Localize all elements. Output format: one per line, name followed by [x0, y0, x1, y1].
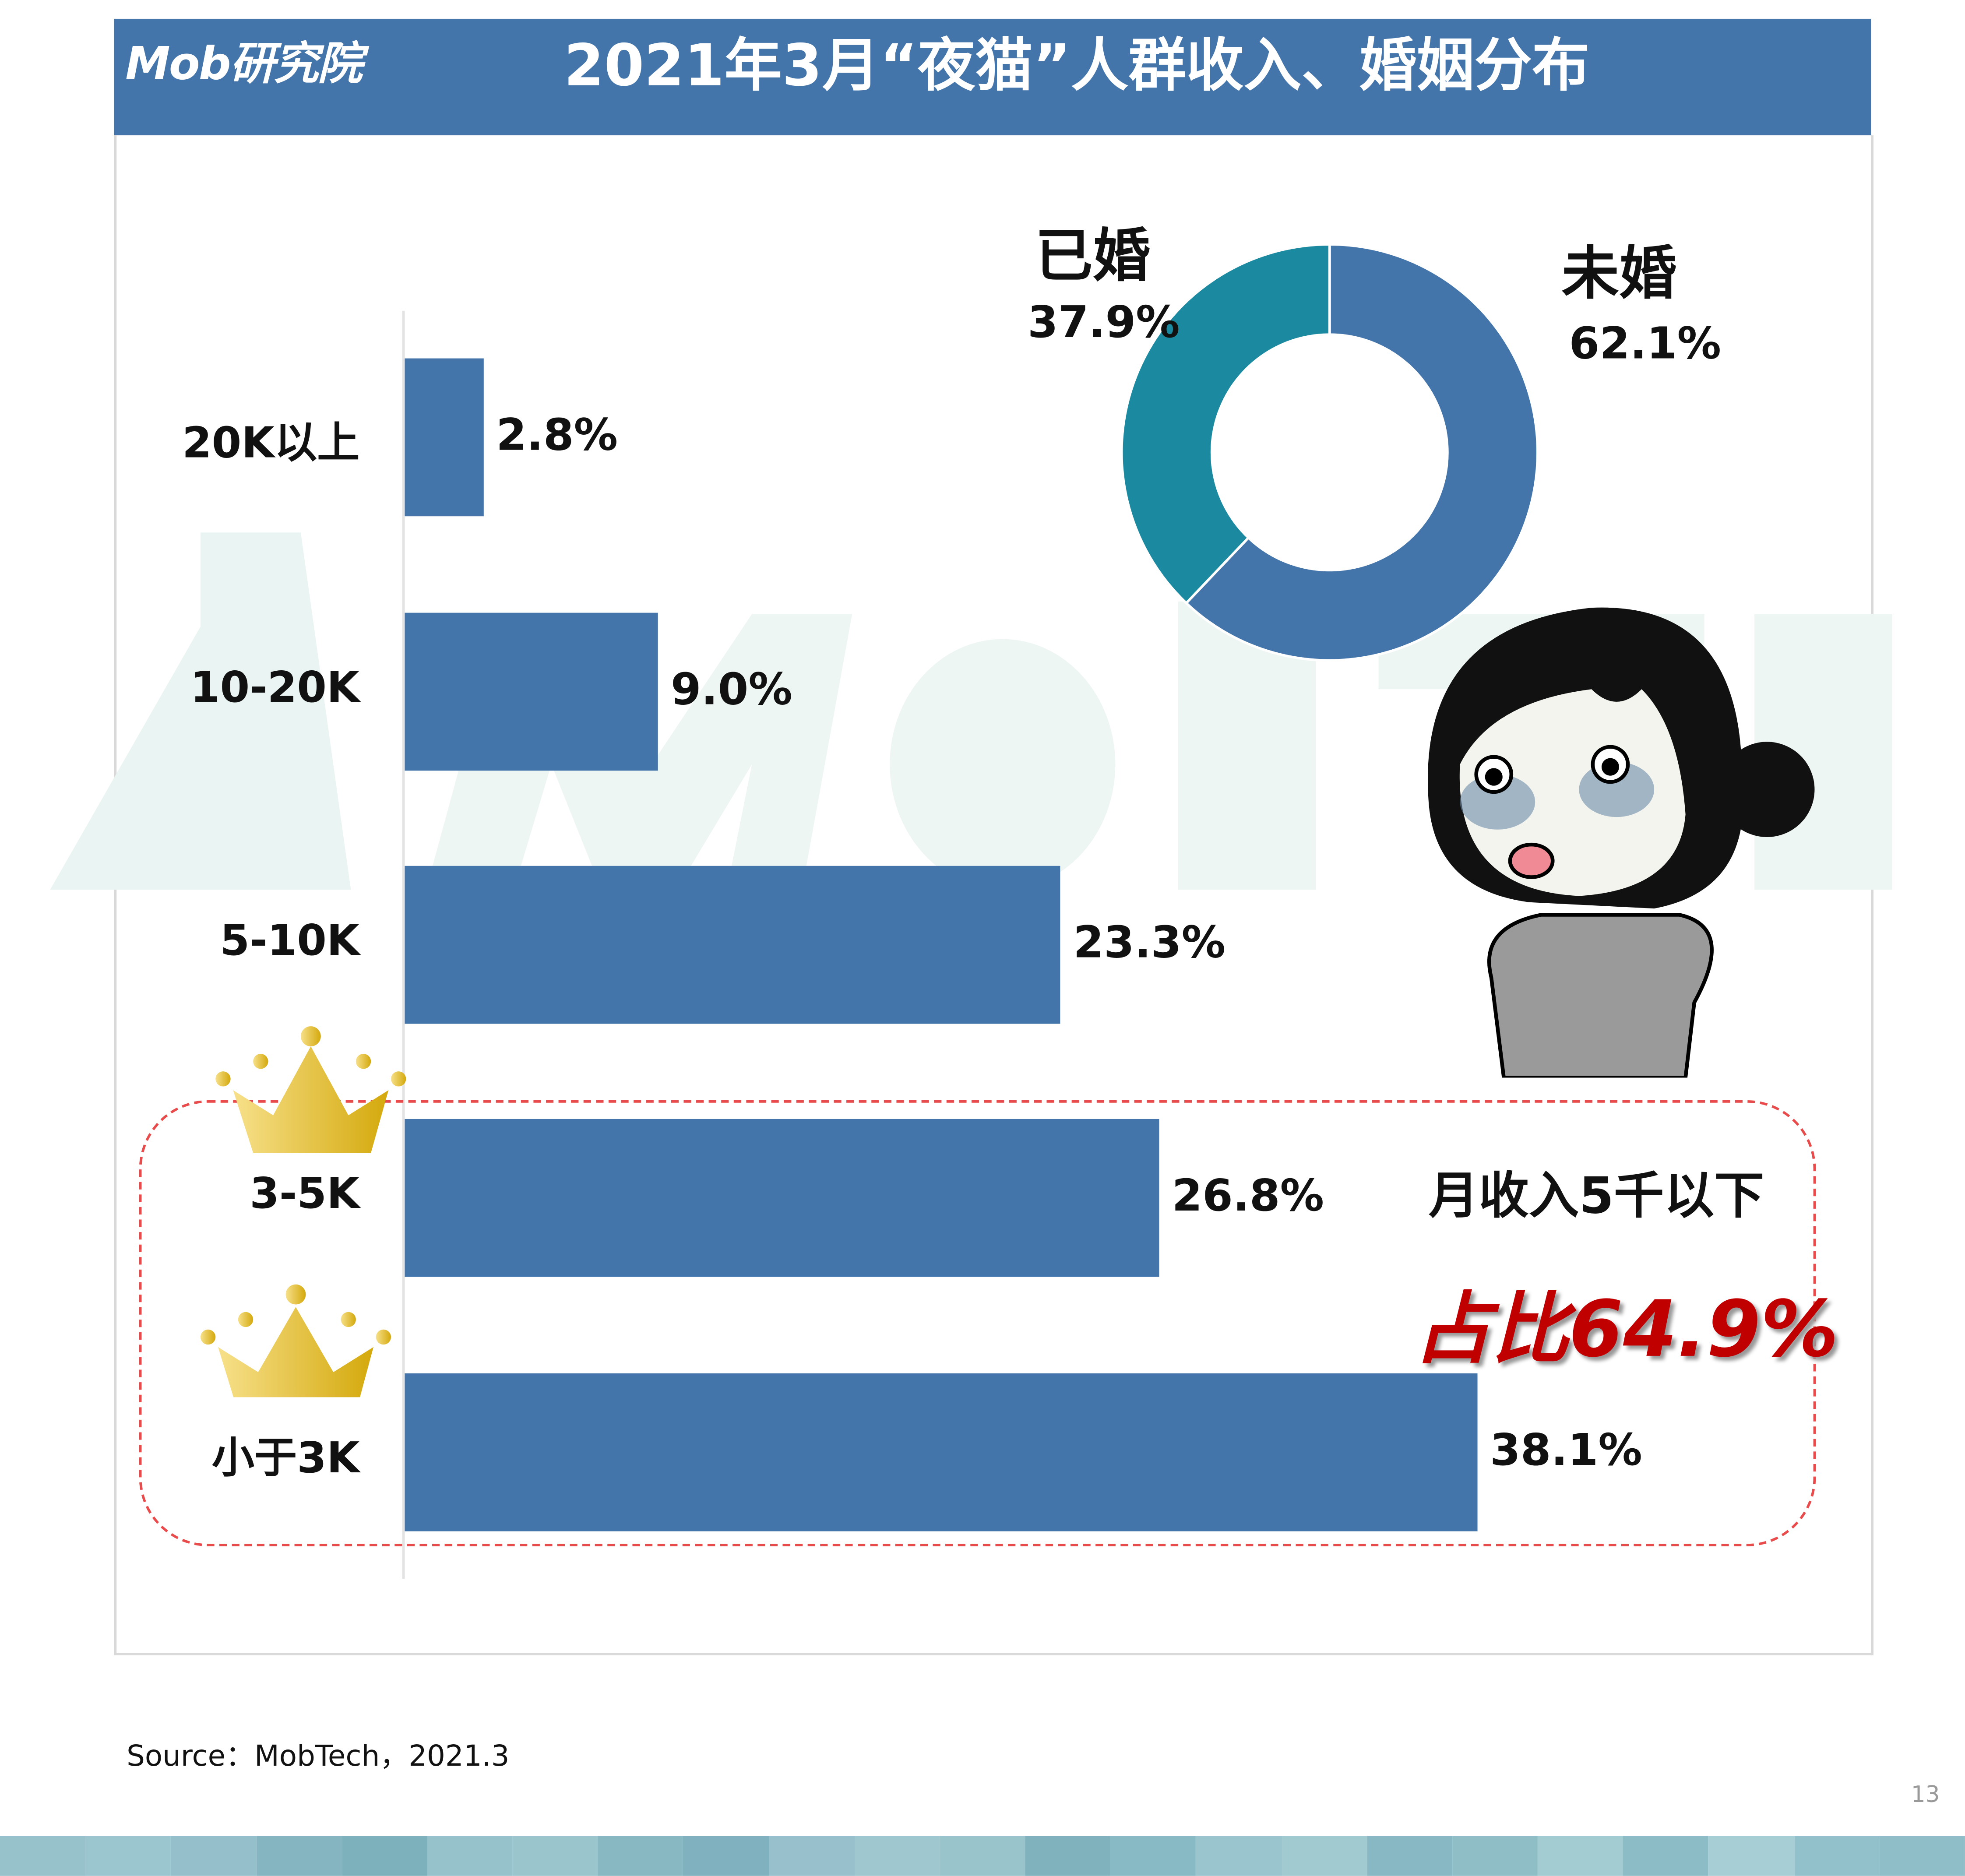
- data-label: 9.0%: [670, 665, 792, 716]
- stripe-segment: [1366, 1836, 1453, 1876]
- donut-slice-unmarried: [1184, 243, 1539, 662]
- stripe-segment: [427, 1836, 513, 1876]
- source-note: Source：MobTech，2021.3: [127, 1740, 510, 1774]
- donut-slice-married: [1120, 243, 1331, 605]
- stripe-segment: [1794, 1836, 1880, 1876]
- stripe-segment: [1452, 1836, 1538, 1876]
- data-label: 23.3%: [1073, 918, 1226, 969]
- stripe-segment: [342, 1836, 427, 1876]
- category-label: 20K以上: [182, 418, 360, 469]
- mob-logo: Mob研究院: [125, 39, 363, 91]
- page-number: 13: [1911, 1782, 1940, 1809]
- chart-panel: [114, 135, 1873, 1655]
- stripe-segment: [1196, 1836, 1282, 1876]
- stripe-segment: [1623, 1836, 1709, 1876]
- stripe-segment: [683, 1836, 769, 1876]
- stripe-segment: [85, 1836, 171, 1876]
- donut-value-married: 37.9%: [1028, 298, 1180, 348]
- bar-axis-line: [402, 310, 405, 1579]
- tired-girl-illustration: [1428, 607, 1815, 1078]
- data-label: 26.8%: [1172, 1172, 1324, 1222]
- marriage-donut-chart: [1120, 243, 1539, 662]
- highlight-total: 占比64.9%: [1413, 1283, 1839, 1375]
- stripe-segment: [0, 1836, 86, 1876]
- page-title: 2021年3月“夜猫”人群收入、婚姻分布: [563, 31, 1590, 99]
- bar: [405, 866, 1061, 1024]
- data-label: 38.1%: [1490, 1426, 1642, 1476]
- stripe-segment: [1538, 1836, 1623, 1876]
- bar: [405, 358, 484, 517]
- stripe-segment: [1879, 1836, 1965, 1876]
- stripe-segment: [512, 1836, 598, 1876]
- donut-label-unmarried: 未婚: [1561, 239, 1677, 307]
- header-bar: [114, 18, 1871, 136]
- bar: [405, 1373, 1478, 1531]
- stripe-segment: [256, 1836, 342, 1876]
- donut-value-unmarried: 62.1%: [1569, 319, 1722, 370]
- stripe-segment: [1708, 1836, 1794, 1876]
- crowns: [200, 1026, 406, 1397]
- bar: [405, 1119, 1159, 1277]
- data-label: 2.8%: [496, 411, 618, 461]
- category-label: 10-20K: [190, 663, 360, 713]
- highlight-text: 月收入5千以下: [1428, 1168, 1764, 1226]
- stripe-segment: [598, 1836, 683, 1876]
- stripe-segment: [940, 1836, 1025, 1876]
- crown-icon: [215, 1026, 406, 1153]
- highlight-box: [139, 1100, 1816, 1546]
- donut-label-married: 已婚: [1035, 222, 1151, 290]
- stripe-segment: [854, 1836, 940, 1876]
- stripe-segment: [1110, 1836, 1196, 1876]
- category-label: 小于3K: [211, 1433, 360, 1484]
- stripe-segment: [1025, 1836, 1111, 1876]
- stripe-segment: [171, 1836, 257, 1876]
- stripe-segment: [1281, 1836, 1367, 1876]
- category-label: 3-5K: [250, 1169, 360, 1219]
- footer-stripe: [0, 1836, 1965, 1876]
- crown-icon: [200, 1284, 391, 1397]
- stripe-segment: [769, 1836, 855, 1876]
- category-label: 5-10K: [220, 916, 360, 966]
- bar: [405, 612, 659, 771]
